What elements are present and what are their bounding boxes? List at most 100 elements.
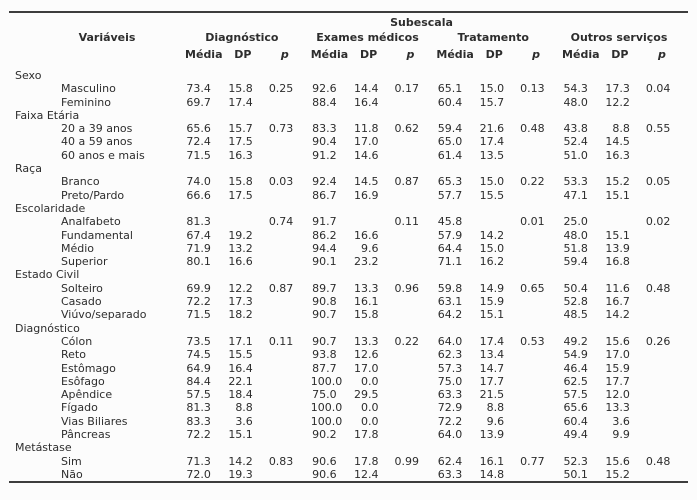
value-cell: 15.8 <box>353 308 379 322</box>
value-cell: 60.4 <box>563 414 588 428</box>
value-cell: 75.0 <box>312 388 337 402</box>
value-cell: 74.5 <box>186 348 211 362</box>
value-cell: 91.7 <box>312 215 337 229</box>
value-cell: 0.05 <box>645 175 671 189</box>
value-cell: 80.1 <box>186 255 211 269</box>
table-row: Pâncreas 72.2 15.1 90.2 17.8 64.0 13.9 49.4 9.9 <box>9 428 688 441</box>
value-cell: 57.3 <box>437 361 463 375</box>
value-cell: 17.0 <box>605 348 630 362</box>
value-cell: 13.2 <box>228 241 253 255</box>
value-cell <box>394 362 436 375</box>
row-label: Pâncreas <box>61 428 111 442</box>
row-label: Preto/Pardo <box>61 188 125 202</box>
value-cell <box>520 388 562 401</box>
value-cell: 0.77 <box>520 454 545 468</box>
section-label: Diagnóstico <box>15 321 80 335</box>
value-cell: 72.4 <box>186 135 211 149</box>
section-label: Sexo <box>15 69 42 82</box>
value-cell: 12.2 <box>228 281 253 295</box>
value-cell <box>646 189 688 202</box>
table-row: Não 72.0 19.3 90.6 12.4 63.3 14.8 50.1 15.2 <box>9 468 688 482</box>
value-cell <box>269 242 311 255</box>
value-cell: 14.8 <box>479 467 505 481</box>
value-cell <box>269 401 311 414</box>
value-cell <box>394 242 436 255</box>
value-cell <box>520 96 562 109</box>
value-cell: 15.0 <box>479 175 505 189</box>
value-cell <box>646 401 688 414</box>
value-cell: 16.4 <box>228 361 253 375</box>
value-cell: 65.1 <box>437 82 463 96</box>
value-cell <box>269 468 311 482</box>
value-cell: 69.7 <box>186 95 211 109</box>
row-label: Superior <box>61 255 108 269</box>
value-cell <box>394 149 436 162</box>
value-cell: 87.7 <box>312 361 337 375</box>
value-cell: 14.2 <box>228 454 253 468</box>
header-spacer <box>9 12 185 30</box>
value-cell: 92.6 <box>312 82 337 96</box>
row-label: Viúvo/separado <box>61 308 147 322</box>
value-cell: 0.13 <box>520 82 545 96</box>
value-cell: 65.6 <box>186 122 211 136</box>
value-cell: 0.48 <box>645 281 671 295</box>
value-cell: 0.22 <box>394 334 419 348</box>
table-row: Preto/Pardo 66.6 17.5 86.7 16.9 57.7 15.5 47.1 1… <box>9 189 688 202</box>
table-row: Feminino 69.7 17.4 88.4 16.4 60.4 15.7 48.0 12.2 <box>9 96 688 109</box>
value-cell: 0.74 <box>268 215 294 229</box>
value-cell <box>520 401 562 414</box>
value-cell: 17.3 <box>228 295 253 309</box>
value-cell <box>269 255 311 268</box>
value-cell: 63.3 <box>437 467 463 481</box>
value-cell: 16.3 <box>605 148 630 162</box>
value-cell: 23.2 <box>353 255 379 269</box>
value-cell: 62.4 <box>437 454 463 468</box>
value-cell: 15.9 <box>605 361 630 375</box>
value-cell: 18.4 <box>228 388 253 402</box>
value-cell: 81.3 <box>186 215 211 229</box>
value-cell: 64.2 <box>437 308 463 322</box>
subheader-dp: DP <box>359 48 378 61</box>
value-cell: 0.11 <box>268 334 294 348</box>
value-cell <box>646 375 688 388</box>
value-cell: 64.0 <box>437 334 463 348</box>
value-cell: 0.03 <box>268 175 294 189</box>
row-label: Casado <box>61 295 102 309</box>
value-cell <box>520 362 562 375</box>
value-cell: 51.8 <box>563 241 588 255</box>
table-row: Casado 72.2 17.3 90.8 16.1 63.1 15.9 52.8 16.7 <box>9 295 688 308</box>
value-cell: 86.2 <box>312 228 337 242</box>
table-row: Cólon 73.5 17.1 0.11 90.7 13.3 0.22 64.0 17.4 0.5… <box>9 335 688 348</box>
row-label: Apêndice <box>61 388 113 402</box>
value-cell: 57.7 <box>437 188 463 202</box>
value-cell: 100.0 <box>310 401 343 415</box>
value-cell: 0.55 <box>645 122 671 136</box>
value-cell <box>269 295 311 308</box>
value-cell: 16.8 <box>605 255 630 269</box>
value-cell: 0.62 <box>394 122 419 136</box>
value-cell <box>646 255 688 268</box>
value-cell <box>394 255 436 268</box>
table-row: Sim 71.3 14.2 0.83 90.6 17.8 0.99 62.4 16.1 0.77 5… <box>9 455 688 468</box>
row-label: Cólon <box>61 334 93 348</box>
value-cell: 14.6 <box>353 148 379 162</box>
value-cell: 15.0 <box>479 241 505 255</box>
subheader-p: p <box>657 48 666 61</box>
table-row: Fígado 81.3 8.8 100.0 0.0 72.9 8.8 65.6 13.3 <box>9 401 688 414</box>
value-cell: 47.1 <box>563 188 588 202</box>
value-cell: 15.1 <box>479 308 505 322</box>
value-cell <box>646 149 688 162</box>
value-cell <box>269 428 311 441</box>
row-label: 60 anos e mais <box>61 148 145 162</box>
value-cell <box>520 149 562 162</box>
value-cell: 48.0 <box>563 228 588 242</box>
value-cell <box>646 468 688 482</box>
subheader-media: Média <box>436 48 474 61</box>
value-cell: 71.3 <box>186 454 211 468</box>
value-cell <box>646 362 688 375</box>
row-label: Feminino <box>61 95 111 109</box>
table-row: 60 anos e mais 71.5 16.3 91.2 14.6 61.4 13.5 51… <box>9 149 688 162</box>
value-cell: 13.3 <box>605 401 630 415</box>
value-cell <box>269 388 311 401</box>
value-cell: 71.1 <box>437 255 463 269</box>
